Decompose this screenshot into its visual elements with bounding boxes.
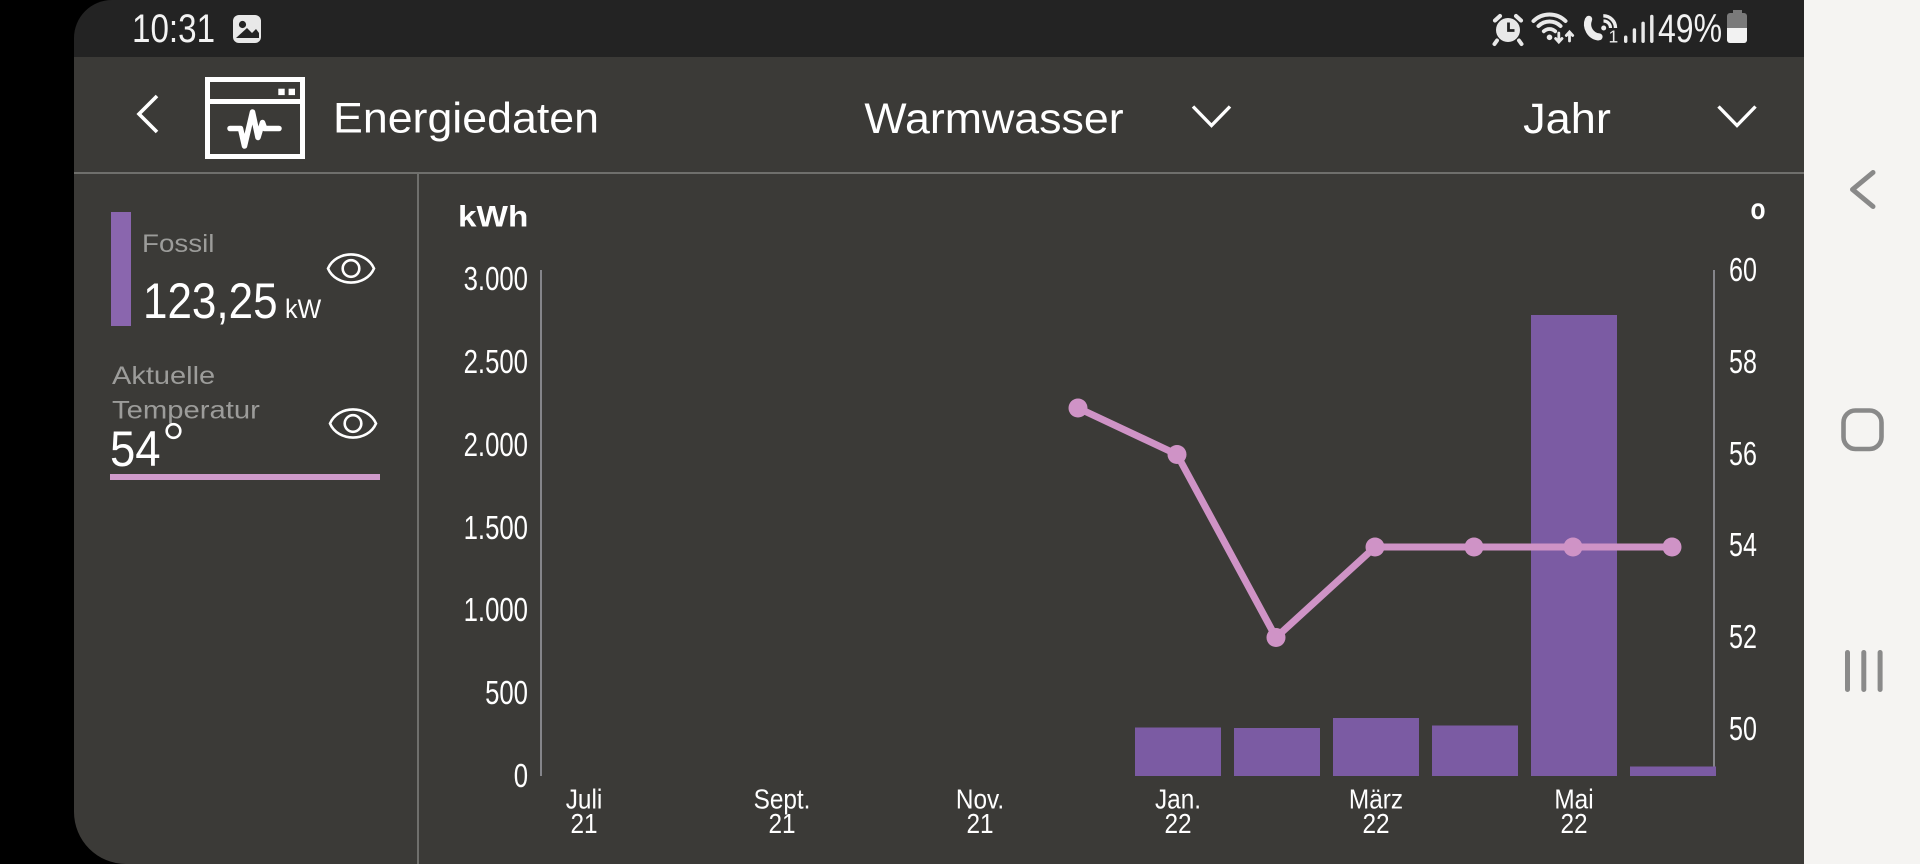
svg-text:22: 22	[1362, 807, 1389, 839]
svg-text:Jan.: Jan.	[1155, 783, 1201, 815]
svg-text:2.000: 2.000	[464, 427, 528, 464]
svg-text:54: 54	[1729, 527, 1757, 564]
svg-text:Sept.: Sept.	[754, 783, 811, 815]
svg-text:60: 60	[1729, 252, 1757, 289]
svg-text:1: 1	[1609, 27, 1619, 47]
svg-text:0: 0	[514, 758, 528, 795]
svg-text:kWh: kWh	[458, 199, 528, 233]
svg-text:52: 52	[1729, 619, 1757, 656]
svg-text:1.000: 1.000	[464, 592, 528, 629]
svg-text:3.000: 3.000	[464, 261, 528, 298]
svg-text:1.500: 1.500	[464, 510, 528, 547]
svg-text:54: 54	[110, 422, 161, 477]
svg-text:50: 50	[1729, 711, 1757, 748]
svg-text:Energiedaten: Energiedaten	[333, 94, 599, 142]
svg-text:Nov.: Nov.	[956, 783, 1004, 815]
svg-text:56: 56	[1729, 436, 1757, 473]
svg-text:März: März	[1349, 783, 1403, 815]
svg-text:49%: 49%	[1658, 6, 1722, 51]
svg-text:o: o	[1751, 192, 1766, 226]
svg-text:Aktuelle: Aktuelle	[112, 361, 215, 390]
svg-text:21: 21	[768, 807, 795, 839]
svg-text:22: 22	[1164, 807, 1191, 839]
svg-text:Warmwasser: Warmwasser	[864, 95, 1123, 143]
svg-text:123,25: 123,25	[143, 272, 278, 328]
svg-text:Mai: Mai	[1554, 783, 1593, 815]
svg-text:21: 21	[570, 807, 597, 839]
svg-text:10:31: 10:31	[132, 6, 215, 51]
svg-text:Jahr: Jahr	[1523, 95, 1611, 143]
svg-text:Temperatur: Temperatur	[112, 396, 260, 424]
svg-text:500: 500	[485, 675, 528, 712]
svg-text:Fossil: Fossil	[142, 229, 214, 257]
svg-text:kW: kW	[285, 293, 322, 324]
svg-text:22: 22	[1560, 807, 1587, 839]
svg-text:2.500: 2.500	[464, 344, 528, 381]
svg-text:21: 21	[966, 807, 993, 839]
svg-text:58: 58	[1729, 344, 1757, 381]
svg-text:Juli: Juli	[566, 783, 603, 815]
